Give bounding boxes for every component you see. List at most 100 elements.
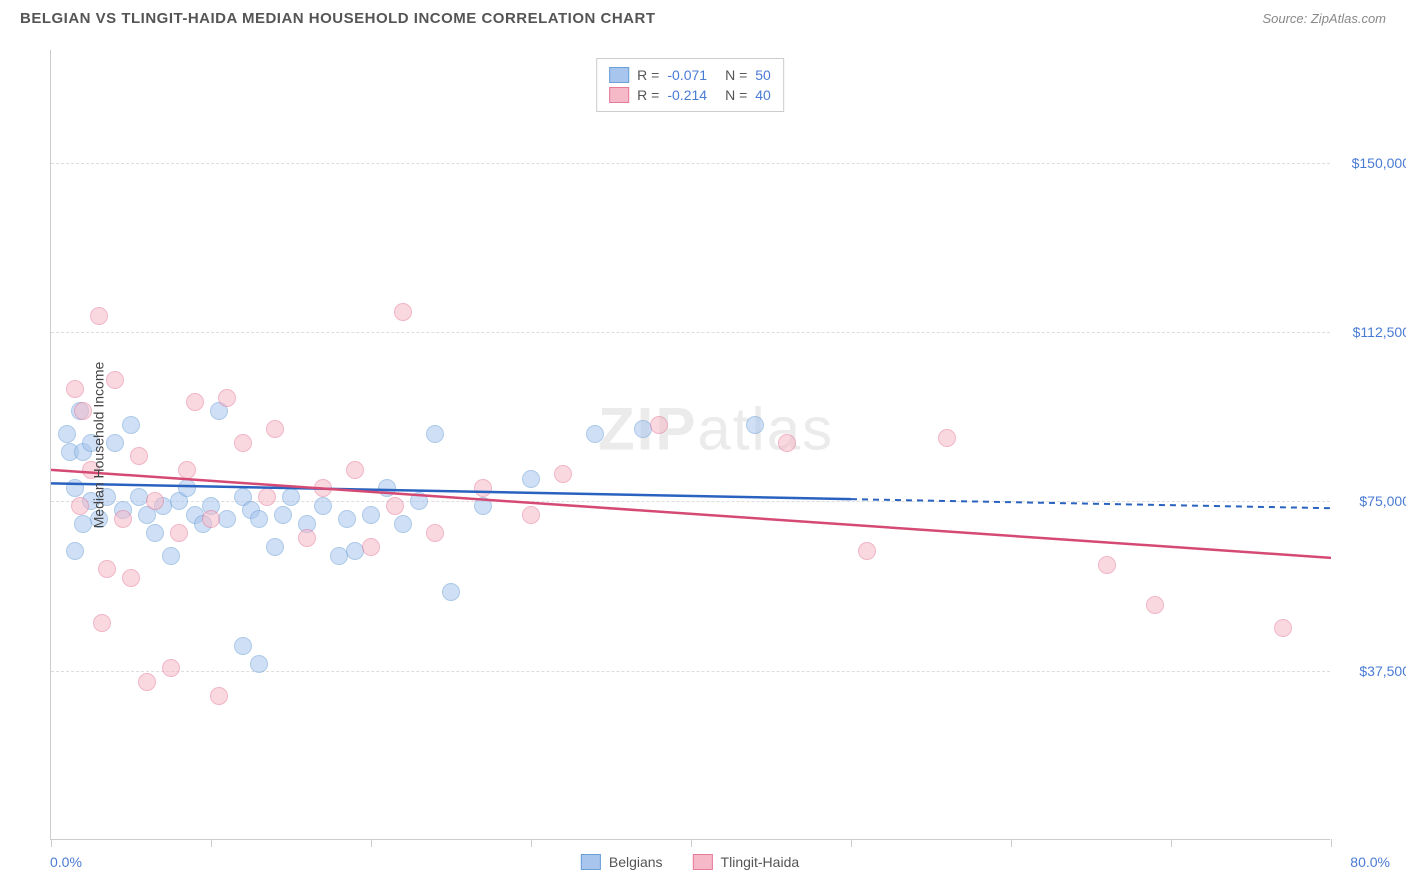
source-attribution: Source: ZipAtlas.com: [1262, 11, 1386, 26]
data-point: [162, 547, 180, 565]
data-point: [314, 497, 332, 515]
x-tick: [531, 839, 532, 847]
data-point: [66, 380, 84, 398]
gridline: [51, 671, 1330, 672]
data-point: [66, 479, 84, 497]
x-tick: [1171, 839, 1172, 847]
x-tick: [211, 839, 212, 847]
data-point: [298, 529, 316, 547]
legend: Belgians Tlingit-Haida: [581, 854, 799, 870]
data-point: [1098, 556, 1116, 574]
stats-r-value-tlingit: -0.214: [667, 87, 707, 103]
data-point: [346, 461, 364, 479]
data-point: [362, 538, 380, 556]
data-point: [1274, 619, 1292, 637]
data-point: [778, 434, 796, 452]
data-point: [106, 371, 124, 389]
correlation-stats-box: R = -0.071 N = 50 R = -0.214 N = 40: [596, 58, 784, 112]
legend-swatch-belgians: [581, 854, 601, 870]
data-point: [282, 488, 300, 506]
data-point: [266, 420, 284, 438]
correlation-scatter-chart: ZIPatlas $37,500$75,000$112,500$150,000 …: [50, 50, 1330, 840]
data-point: [178, 479, 196, 497]
y-tick-label: $112,500: [1353, 324, 1406, 340]
data-point: [106, 434, 124, 452]
data-point: [1146, 596, 1164, 614]
data-point: [426, 425, 444, 443]
legend-swatch-tlingit: [693, 854, 713, 870]
data-point: [442, 583, 460, 601]
legend-label-tlingit: Tlingit-Haida: [721, 854, 800, 870]
data-point: [122, 416, 140, 434]
data-point: [586, 425, 604, 443]
data-point: [474, 479, 492, 497]
data-point: [522, 470, 540, 488]
swatch-belgians: [609, 67, 629, 83]
data-point: [114, 510, 132, 528]
stats-r-label: R =: [637, 67, 659, 83]
data-point: [218, 510, 236, 528]
data-point: [858, 542, 876, 560]
data-point: [90, 307, 108, 325]
y-tick-label: $37,500: [1359, 663, 1406, 679]
x-tick: [1331, 839, 1332, 847]
legend-item-belgians: Belgians: [581, 854, 663, 870]
data-point: [746, 416, 764, 434]
data-point: [394, 303, 412, 321]
stats-row-belgians: R = -0.071 N = 50: [609, 65, 771, 85]
stats-n-label: N =: [725, 87, 747, 103]
y-tick-label: $150,000: [1352, 155, 1406, 171]
data-point: [274, 506, 292, 524]
data-point: [71, 497, 89, 515]
legend-label-belgians: Belgians: [609, 854, 663, 870]
data-point: [234, 434, 252, 452]
plot-area: ZIPatlas $37,500$75,000$112,500$150,000: [50, 50, 1330, 840]
data-point: [938, 429, 956, 447]
data-point: [338, 510, 356, 528]
x-tick: [851, 839, 852, 847]
data-point: [170, 524, 188, 542]
y-axis-title: Median Household Income: [90, 362, 106, 529]
data-point: [378, 479, 396, 497]
data-point: [122, 569, 140, 587]
data-point: [266, 538, 284, 556]
data-point: [162, 659, 180, 677]
x-axis-max-label: 80.0%: [1350, 854, 1390, 870]
data-point: [426, 524, 444, 542]
x-tick: [1011, 839, 1012, 847]
data-point: [250, 655, 268, 673]
data-point: [58, 425, 76, 443]
data-point: [394, 515, 412, 533]
x-axis-min-label: 0.0%: [50, 854, 82, 870]
data-point: [146, 492, 164, 510]
data-point: [202, 510, 220, 528]
x-tick: [51, 839, 52, 847]
data-point: [258, 488, 276, 506]
chart-title: BELGIAN VS TLINGIT-HAIDA MEDIAN HOUSEHOL…: [20, 10, 656, 27]
gridline: [51, 332, 1330, 333]
stats-n-value-belgians: 50: [755, 67, 771, 83]
x-tick: [691, 839, 692, 847]
data-point: [554, 465, 572, 483]
data-point: [66, 542, 84, 560]
legend-item-tlingit: Tlingit-Haida: [693, 854, 800, 870]
gridline: [51, 163, 1330, 164]
stats-row-tlingit: R = -0.214 N = 40: [609, 85, 771, 105]
data-point: [474, 497, 492, 515]
stats-n-label: N =: [725, 67, 747, 83]
data-point: [130, 447, 148, 465]
x-tick: [371, 839, 372, 847]
data-point: [386, 497, 404, 515]
data-point: [234, 637, 252, 655]
data-point: [210, 687, 228, 705]
data-point: [250, 510, 268, 528]
data-point: [522, 506, 540, 524]
data-point: [178, 461, 196, 479]
data-point: [650, 416, 668, 434]
data-point: [314, 479, 332, 497]
header: BELGIAN VS TLINGIT-HAIDA MEDIAN HOUSEHOL…: [0, 0, 1406, 37]
data-point: [410, 492, 428, 510]
stats-r-label: R =: [637, 87, 659, 103]
data-point: [146, 524, 164, 542]
data-point: [186, 393, 204, 411]
